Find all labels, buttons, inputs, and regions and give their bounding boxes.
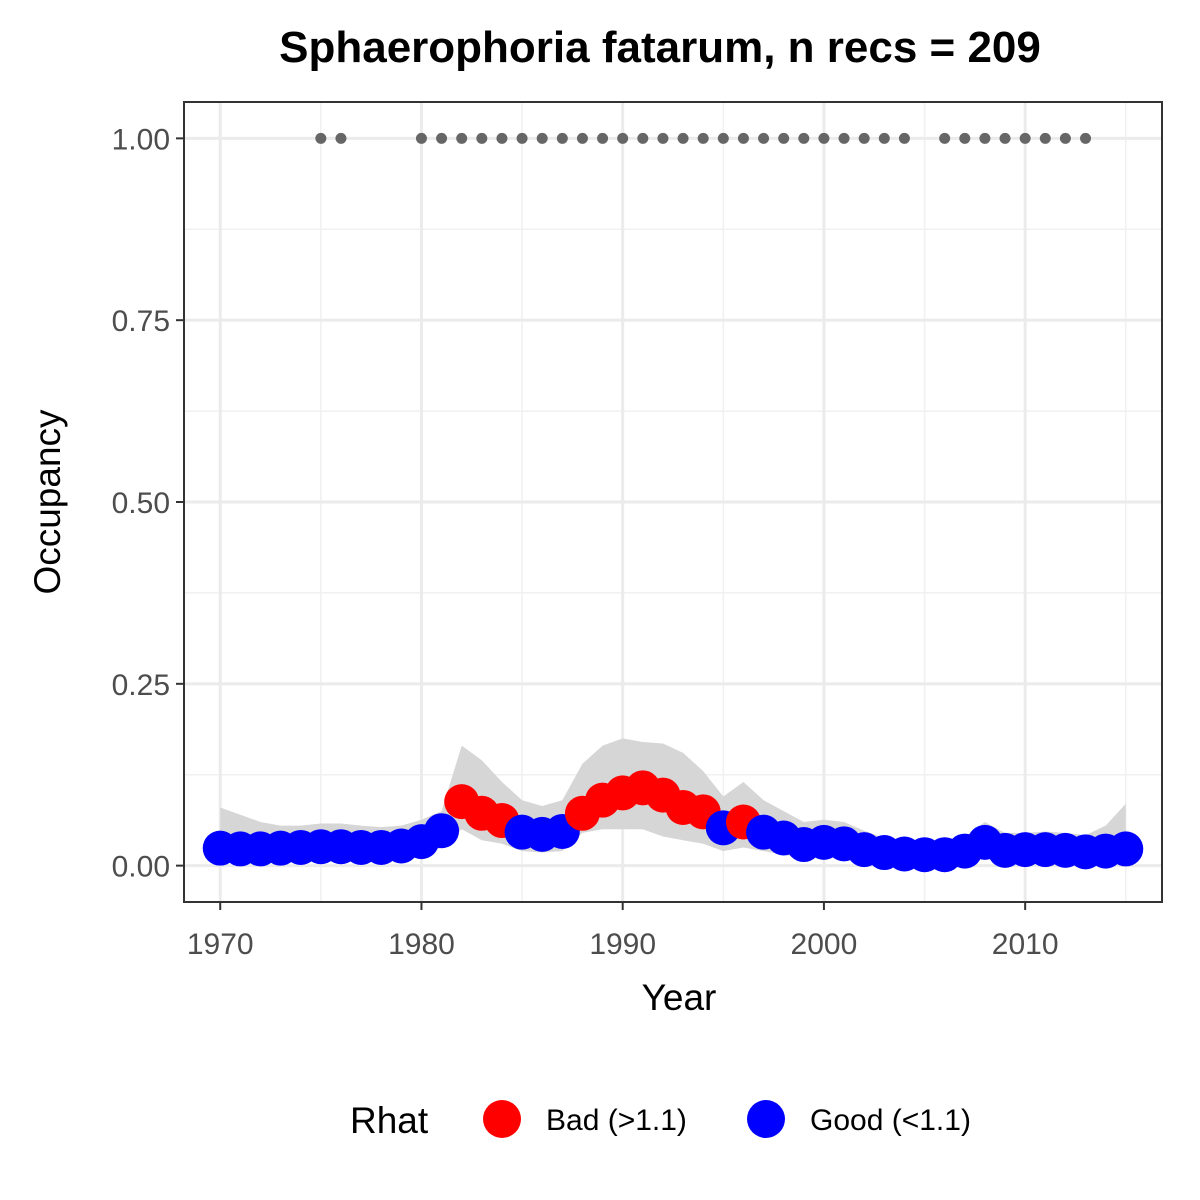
record-point	[335, 132, 347, 144]
legend-title: Rhat	[350, 1100, 429, 1141]
x-tick-label: 1990	[589, 928, 656, 961]
record-point	[979, 132, 991, 144]
record-point	[717, 132, 729, 144]
record-point	[556, 132, 568, 144]
record-point	[758, 132, 770, 144]
record-point	[999, 132, 1011, 144]
legend: Rhat Bad (>1.1) Good (<1.1)	[350, 1100, 971, 1141]
record-point	[496, 132, 508, 144]
y-tick-label: 1.00	[112, 123, 170, 156]
record-point	[798, 132, 810, 144]
y-tick-label: 0.00	[112, 851, 170, 884]
record-point	[818, 132, 830, 144]
record-point	[737, 132, 749, 144]
record-point	[456, 132, 468, 144]
record-point	[878, 132, 890, 144]
y-axis-title: Occupancy	[27, 409, 68, 595]
record-point	[657, 132, 669, 144]
record-point	[436, 132, 448, 144]
x-tick-label: 1970	[187, 928, 254, 961]
record-point	[959, 132, 971, 144]
records-layer	[315, 132, 1092, 144]
legend-label-good: Good (<1.1)	[810, 1104, 971, 1137]
x-axis-title: Year	[642, 977, 717, 1018]
y-tick-label: 0.75	[112, 305, 170, 338]
occupancy-point-good	[424, 813, 460, 849]
record-point	[677, 132, 689, 144]
record-point	[617, 132, 629, 144]
y-tick-label: 0.25	[112, 669, 170, 702]
record-point	[898, 132, 910, 144]
occupancy-point-good	[1108, 831, 1144, 867]
x-tick-label: 2010	[992, 928, 1059, 961]
chart-title: Sphaerophoria fatarum, n recs = 209	[279, 23, 1041, 72]
legend-key-good	[747, 1100, 785, 1138]
record-point	[536, 132, 548, 144]
record-point	[476, 132, 488, 144]
x-tick-label: 2000	[791, 928, 858, 961]
record-point	[637, 132, 649, 144]
x-tick-label: 1980	[388, 928, 455, 961]
record-point	[315, 132, 327, 144]
legend-label-bad: Bad (>1.1)	[546, 1104, 687, 1137]
record-point	[597, 132, 609, 144]
record-point	[1039, 132, 1051, 144]
record-point	[939, 132, 951, 144]
record-point	[1019, 132, 1031, 144]
record-point	[415, 132, 427, 144]
record-point	[858, 132, 870, 144]
grid-layer	[184, 102, 1162, 902]
y-tick-label: 0.50	[112, 487, 170, 520]
record-point	[516, 132, 528, 144]
record-point	[778, 132, 790, 144]
record-point	[576, 132, 588, 144]
record-point	[838, 132, 850, 144]
record-point	[1059, 132, 1071, 144]
points-layer	[202, 770, 1144, 873]
legend-key-bad	[483, 1100, 521, 1138]
record-point	[697, 132, 709, 144]
axis-layer: 0.00 0.25 0.50 0.75 1.00 1970 1980 1990 2000 2010	[112, 123, 1059, 961]
record-point	[1080, 132, 1092, 144]
